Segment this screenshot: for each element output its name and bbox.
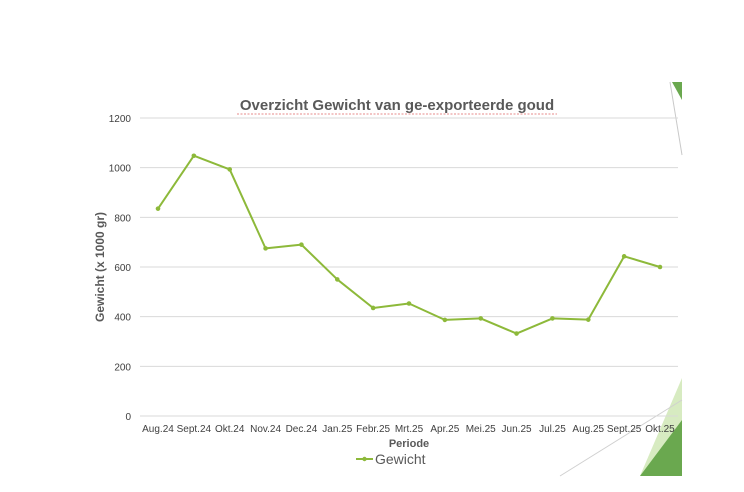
x-tick-label: Nov.24: [250, 424, 281, 435]
x-tick-label: Aug.24: [142, 424, 174, 435]
x-tick-label: Okt.25: [645, 424, 675, 435]
series-line: [157, 154, 661, 335]
legend: Gewicht: [356, 451, 426, 467]
decorative-corner-shapes: [559, 81, 683, 477]
series-gewicht: [155, 153, 663, 336]
y-tick-label: 800: [114, 213, 131, 224]
y-tick-label: 600: [114, 263, 131, 274]
x-tick-label: Apr.25: [430, 424, 459, 435]
y-tick-label: 200: [114, 362, 131, 373]
y-axis-tick-labels: 0 200 400 600 800 1000 1200: [109, 114, 132, 423]
x-tick-label: Mrt.25: [395, 424, 424, 435]
x-tick-label: Sept.24: [177, 424, 212, 435]
data-point: [621, 254, 627, 259]
x-tick-label: Febr.25: [356, 424, 390, 435]
data-point: [191, 153, 197, 159]
x-tick-label: Sept.25: [607, 424, 642, 435]
data-point: [478, 316, 484, 321]
data-point: [155, 206, 161, 211]
legend-label-gewicht: Gewicht: [375, 451, 426, 467]
deco-bottom-right-line: [559, 399, 683, 477]
data-point: [406, 301, 412, 306]
y-tick-label: 0: [125, 412, 131, 423]
data-point: [299, 242, 304, 247]
x-tick-label: Dec.24: [286, 424, 318, 435]
y-gridlines: [140, 117, 678, 417]
y-tick-label: 400: [114, 313, 131, 324]
deco-bottom-right-dark: [640, 420, 682, 476]
data-point: [370, 305, 376, 311]
data-point: [442, 317, 448, 323]
y-tick-label: 1000: [109, 164, 132, 175]
y-tick-label: 1200: [109, 114, 132, 125]
data-point: [585, 317, 591, 322]
x-axis-tick-labels: Aug.24 Sept.24 Okt.24 Nov.24 Dec.24 Jan.25 Feb…: [142, 424, 675, 435]
x-tick-label: Jul.25: [539, 424, 566, 435]
x-tick-label: Mei.25: [466, 424, 496, 435]
x-tick-label: Jan.25: [322, 424, 352, 435]
deco-top-right-triangle: [672, 82, 682, 100]
x-axis-label: Periode: [389, 438, 429, 450]
data-point: [334, 277, 340, 282]
data-point: [657, 264, 663, 270]
data-point: [550, 316, 555, 321]
data-point: [263, 246, 268, 251]
chart-title: Overzicht Gewicht van ge-exporteerde gou…: [240, 97, 554, 114]
y-axis-label: Gewicht (x 1000 gr): [93, 212, 107, 322]
legend-point-marker: [362, 456, 367, 462]
x-tick-label: Okt.24: [215, 424, 245, 435]
x-tick-label: Jun.25: [502, 424, 532, 435]
x-tick-label: Aug.25: [572, 424, 604, 435]
data-point: [514, 331, 519, 336]
data-point: [227, 167, 233, 172]
